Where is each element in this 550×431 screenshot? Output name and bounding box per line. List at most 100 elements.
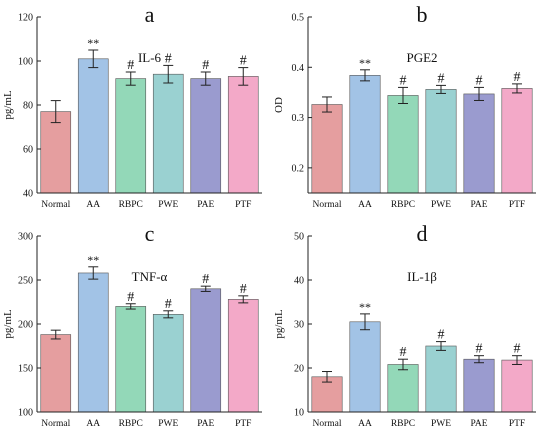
x-tick-label: RBPC	[119, 419, 143, 429]
x-tick-label: Normal	[41, 200, 70, 210]
x-tick-label: PAE	[470, 419, 487, 429]
y-tick-label: 60	[23, 145, 33, 156]
error-bar-ptf	[238, 67, 249, 86]
error-bar-pae	[474, 86, 484, 101]
significance-mark: **	[87, 36, 99, 50]
y-tick-label: 120	[18, 13, 33, 24]
y-tick-label: 0.2	[292, 163, 305, 174]
error-bar-pwe	[436, 341, 446, 351]
significance-mark: **	[359, 56, 371, 70]
panel-letter: b	[417, 2, 428, 27]
x-tick-label: PWE	[431, 419, 451, 429]
significance-mark: #	[476, 73, 483, 88]
bar-pwe	[425, 89, 457, 194]
significance-mark: #	[476, 342, 483, 357]
x-tick-label: Normal	[312, 419, 341, 429]
error-bar-pwe	[436, 84, 446, 94]
panel-letter: c	[145, 221, 155, 246]
error-bar-ptf	[238, 295, 249, 304]
chart-panel-b: Normal ** AA # RBPC # PWE # PAE # PTF 0.2 0.3 0.4 0.5 O…	[273, 2, 536, 210]
bar-pae	[190, 288, 222, 413]
y-tick-label: 30	[294, 320, 304, 331]
x-tick-label: PWE	[158, 200, 178, 210]
bar-aa	[349, 75, 381, 194]
significance-mark: #	[514, 70, 521, 85]
error-bar-ptf	[512, 83, 522, 94]
bar-pwe	[425, 345, 457, 413]
y-tick-label: 0.5	[292, 13, 305, 24]
bar-normal	[40, 111, 72, 194]
chart-title: IL-1β	[407, 269, 437, 284]
x-tick-label: RBPC	[391, 419, 415, 429]
error-bar-pae	[200, 71, 211, 86]
error-bar-rbpc	[398, 86, 408, 104]
error-bar-pae	[474, 355, 484, 364]
x-tick-label: AA	[358, 419, 372, 429]
error-bar-aa	[88, 266, 99, 280]
bar-aa	[77, 272, 109, 413]
x-tick-label: AA	[358, 200, 372, 210]
y-tick-label: 10	[294, 408, 304, 419]
y-tick-label: 300	[18, 232, 33, 243]
significance-mark: #	[438, 328, 445, 343]
chart-panel-d: Normal ** AA # RBPC # PWE # PAE # PTF 10 20 30 40 50 pg/…	[273, 221, 536, 429]
bar-ptf	[501, 88, 533, 194]
error-bar-normal	[322, 96, 332, 113]
bar-normal	[40, 334, 72, 413]
error-bar-rbpc	[398, 358, 408, 371]
error-bar-aa	[360, 69, 370, 82]
x-tick-label: Normal	[41, 419, 70, 429]
significance-mark: #	[240, 54, 247, 69]
error-bar-ptf	[512, 355, 522, 365]
bar-rbpc	[115, 306, 147, 413]
significance-mark: #	[240, 282, 247, 297]
y-tick-label: 0.4	[292, 63, 305, 74]
significance-mark: #	[127, 290, 134, 305]
error-bar-aa	[88, 49, 99, 69]
x-tick-label: AA	[86, 419, 100, 429]
error-bar-pwe	[163, 64, 174, 84]
chart-title: PGE2	[406, 50, 437, 65]
error-bar-pae	[200, 285, 211, 292]
bar-aa	[349, 321, 381, 413]
x-tick-label: PAE	[197, 419, 214, 429]
x-tick-label: PTF	[509, 200, 525, 210]
bar-ptf	[227, 299, 259, 413]
y-axis-label: pg/mL	[2, 90, 14, 120]
error-bar-normal	[322, 371, 332, 383]
y-tick-label: 150	[18, 364, 33, 375]
bar-aa	[77, 58, 109, 194]
x-tick-label: PAE	[197, 200, 214, 210]
significance-mark: #	[438, 71, 445, 86]
y-tick-label: 100	[18, 57, 33, 68]
x-tick-label: PTF	[235, 200, 251, 210]
x-tick-label: Normal	[312, 200, 341, 210]
significance-mark: #	[202, 58, 209, 73]
significance-mark: **	[359, 300, 371, 314]
x-tick-label: PWE	[158, 419, 178, 429]
error-bar-rbpc	[125, 303, 136, 310]
significance-mark: #	[165, 51, 172, 66]
bar-rbpc	[387, 95, 419, 194]
y-axis-label: pg/mL	[2, 309, 14, 339]
significance-mark: #	[127, 58, 134, 73]
significance-mark: #	[514, 342, 521, 357]
y-tick-label: 40	[23, 189, 33, 200]
y-axis-label: OD	[273, 97, 285, 113]
bar-rbpc	[115, 78, 147, 194]
error-bar-normal	[50, 100, 61, 124]
significance-mark: #	[165, 297, 172, 312]
panel-letter: a	[145, 2, 155, 27]
x-tick-label: PTF	[509, 419, 525, 429]
bar-pae	[463, 358, 495, 413]
chart-title: TNF-α	[132, 269, 168, 284]
x-tick-label: PWE	[431, 200, 451, 210]
y-tick-label: 200	[18, 320, 33, 331]
bar-ptf	[501, 359, 533, 413]
y-tick-label: 50	[294, 232, 304, 243]
y-axis-label: pg/mL	[273, 309, 285, 339]
bar-pwe	[152, 73, 184, 194]
chart-title: IL-6	[138, 50, 162, 65]
y-tick-label: 80	[23, 101, 33, 112]
